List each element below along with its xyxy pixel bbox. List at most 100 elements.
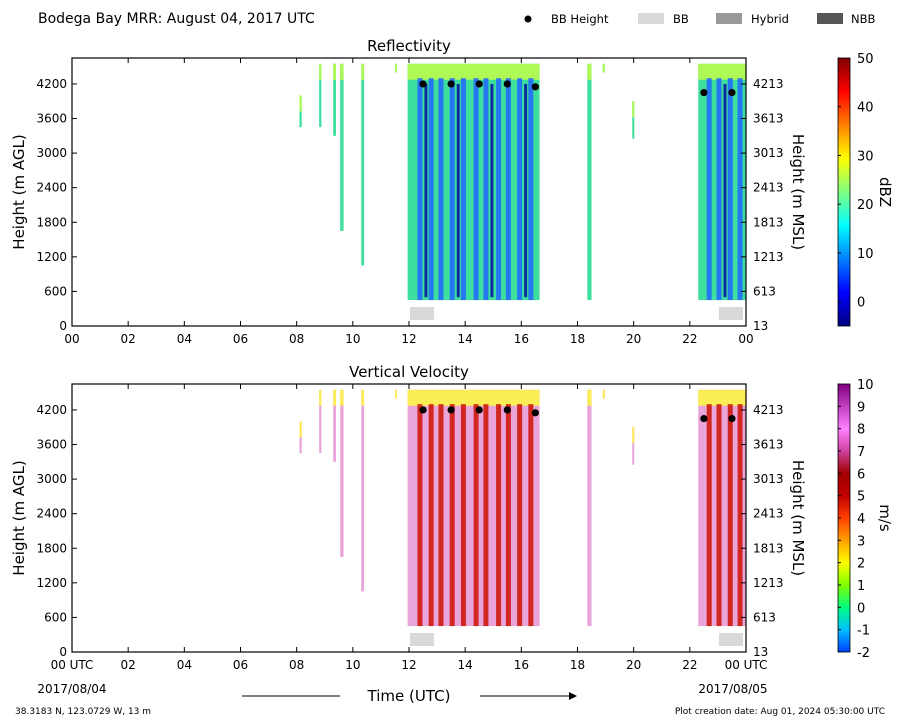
y-right-tick-label: 1213 [753, 576, 784, 590]
colorbar-tick-label: 4 [857, 512, 865, 527]
bb-height-point [419, 406, 427, 414]
y-tick-label: 1800 [36, 215, 67, 229]
legend-label: NBB [851, 12, 875, 26]
x-tick-label: 06 [233, 658, 248, 672]
echo-field [299, 63, 746, 301]
y-right-tick-label: 3613 [753, 438, 784, 452]
bb-type-bar [718, 633, 743, 646]
echo-top [698, 63, 746, 80]
panel-title: Reflectivity [367, 37, 451, 55]
colorbar-tick-label: 5 [857, 490, 865, 505]
echo-top [361, 389, 365, 406]
echo-streak-deep [524, 83, 528, 298]
echo-region [319, 389, 322, 454]
echo-streak [417, 78, 423, 301]
panel-title: Vertical Velocity [349, 363, 469, 381]
colorbar-tick-label: 7 [857, 445, 865, 460]
end-date-label: 2017/08/05 [698, 682, 767, 696]
colorbar-tick-label: 50 [857, 52, 874, 67]
echo-region [340, 389, 344, 557]
echo-top [333, 389, 336, 406]
colorbar-tick-label: 6 [857, 467, 865, 482]
echo-top [340, 389, 344, 406]
echo-streak [517, 404, 523, 627]
x-tick-label: 20 [626, 332, 641, 346]
echo-streak [438, 404, 444, 627]
echo-top [602, 389, 605, 399]
bb-height-point [419, 80, 427, 88]
echo-streak [505, 78, 511, 301]
echo-streak [428, 404, 434, 627]
bb-height-point [531, 83, 539, 91]
echo-streak [449, 78, 455, 301]
colorbar-tick-label: 20 [857, 198, 874, 213]
bb-height-point [531, 409, 539, 417]
echo-streak [460, 404, 466, 627]
x-tick-label: 08 [289, 658, 304, 672]
bb-height-point [475, 406, 483, 414]
echo-streak [428, 78, 434, 301]
y-right-tick-label: 1813 [753, 541, 784, 555]
x-tick-label: 10 [345, 332, 360, 346]
y-tick-label: 2400 [36, 507, 67, 521]
x-tick-label: 14 [458, 332, 473, 346]
echo-streak [716, 78, 722, 301]
echo-region [587, 63, 592, 301]
y-tick-label: 4200 [36, 77, 67, 91]
bb-height-point [728, 88, 736, 97]
x-tick-label: 22 [682, 332, 697, 346]
echo-streak [496, 78, 502, 301]
y-right-tick-label: 3013 [753, 472, 784, 486]
y-axis-label-right: Height (m MSL) [789, 134, 807, 250]
bb-height-point [700, 88, 708, 97]
echo-streak [737, 78, 743, 301]
x-tick-label: 00 UTC [51, 658, 94, 672]
colorbar-tick-label: -2 [857, 646, 870, 661]
echo-top [319, 63, 322, 80]
echo-top [394, 63, 397, 73]
echo-top [340, 63, 344, 80]
colorbar-tick-label: 2 [857, 557, 865, 572]
y-tick-label: 0 [59, 645, 67, 659]
bb-height-point [475, 80, 483, 88]
echo-streak [706, 78, 712, 301]
y-right-tick-label: 4213 [753, 77, 784, 91]
echo-top [394, 389, 397, 399]
colorbar-tick-label: 0 [857, 601, 865, 616]
echo-streak-deep [424, 83, 428, 298]
x-tick-label: 18 [570, 658, 585, 672]
echo-region [587, 389, 592, 627]
legend-marker-bb-height [524, 15, 532, 23]
x-tick-label: 12 [401, 658, 416, 672]
bb-height-point [728, 414, 736, 423]
y-right-tick-label: 13 [753, 319, 768, 333]
colorbar-tick-label: 9 [857, 400, 865, 415]
legend-swatch-nbb [817, 13, 843, 24]
echo-streak [473, 78, 479, 301]
x-tick-label: 02 [121, 658, 136, 672]
echo-top [632, 101, 635, 118]
bb-height-point [503, 80, 511, 88]
y-right-tick-label: 2413 [753, 181, 784, 195]
y-tick-label: 3000 [36, 472, 67, 486]
legend-label: BB [673, 12, 689, 26]
echo-region [333, 63, 336, 136]
x-tick-label: 08 [289, 332, 304, 346]
x-tick-label: 06 [233, 332, 248, 346]
echo-streak [483, 78, 489, 301]
start-date-label: 2017/08/04 [37, 682, 106, 696]
y-tick-label: 1800 [36, 541, 67, 555]
echo-top [407, 63, 540, 80]
echo-region [632, 101, 635, 139]
bb-type-bar [410, 633, 435, 646]
bb-height-point [700, 414, 708, 423]
colorbar-label: m/s [876, 504, 894, 532]
echo-streak [505, 404, 511, 627]
plot-creation-date: Plot creation date: Aug 01, 2024 05:30:0… [675, 707, 885, 717]
echo-region [361, 63, 365, 266]
x-tick-label: 02 [121, 332, 136, 346]
x-tick-label: 20 [626, 658, 641, 672]
